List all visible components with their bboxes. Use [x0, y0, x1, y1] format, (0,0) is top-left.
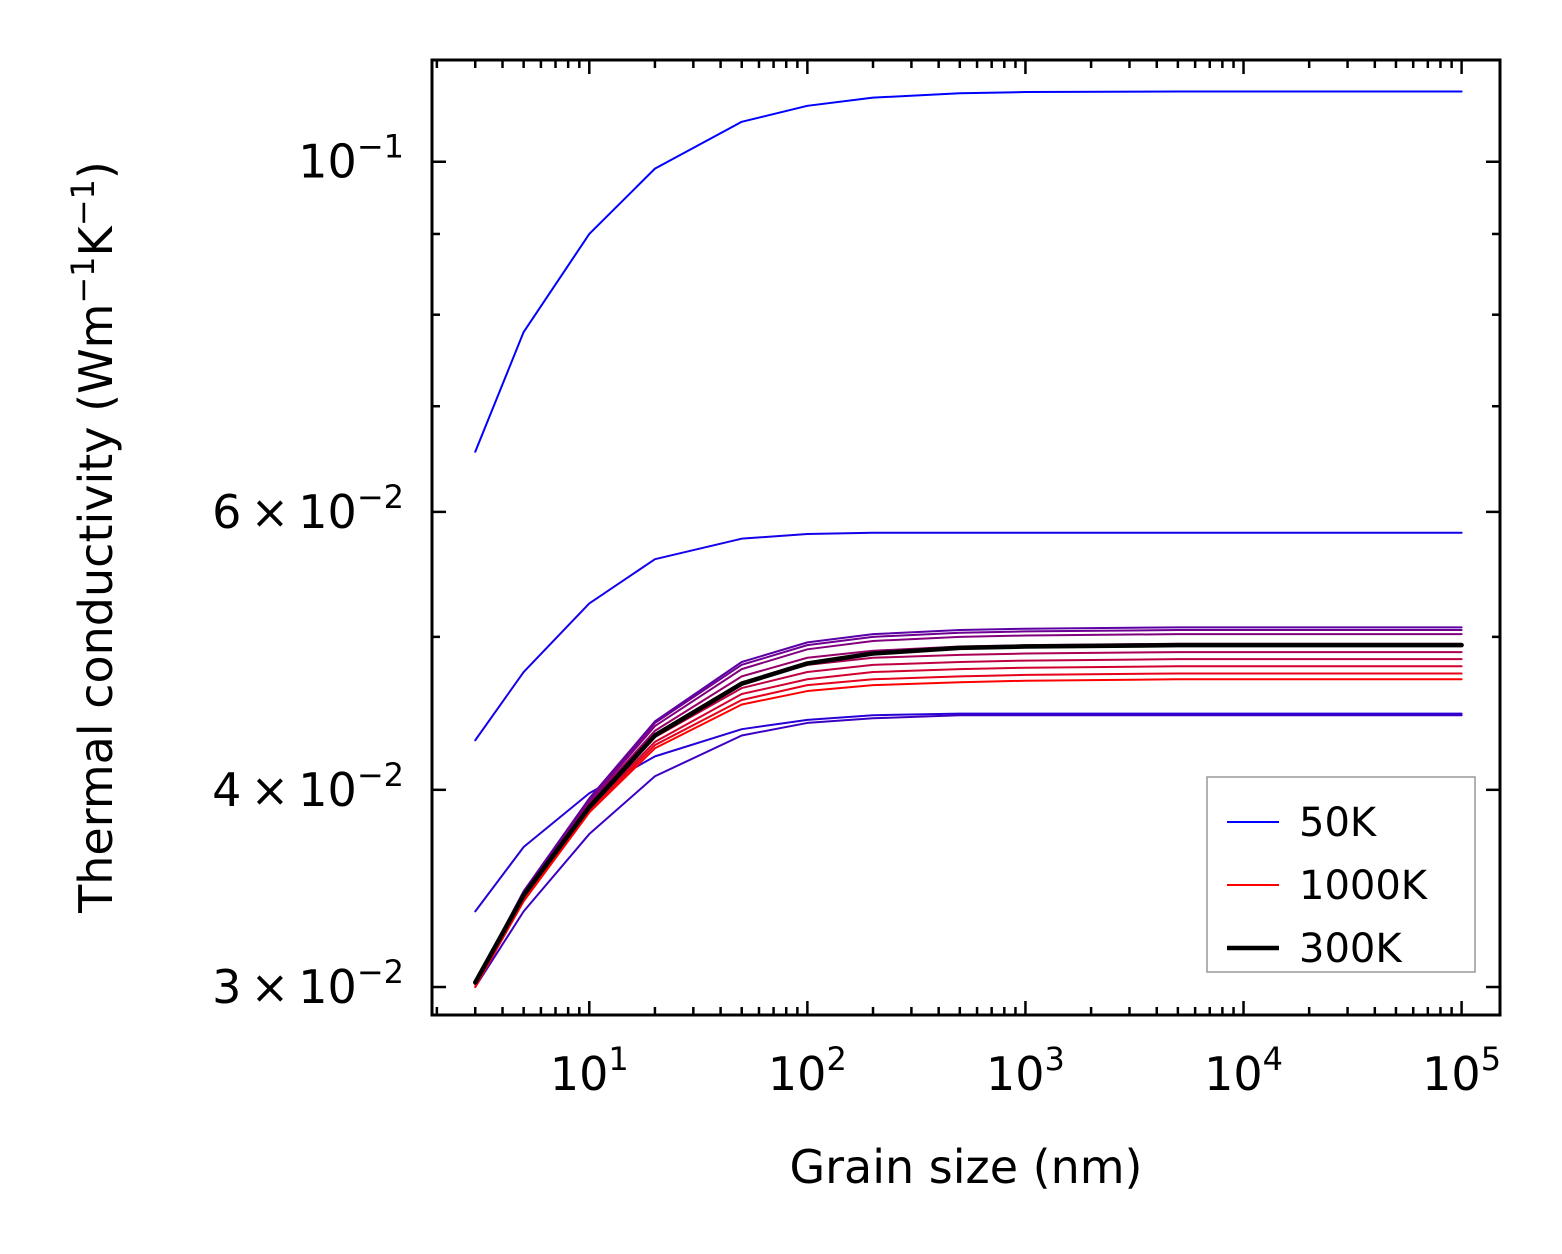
series-line-300K: [473, 642, 1464, 985]
series-line-1000K: [474, 678, 1463, 989]
legend-label-300K: 300K: [1299, 926, 1403, 972]
axes-frame: [430, 58, 1502, 1017]
legend-box: [1206, 776, 1476, 973]
y-label-part-2: K: [69, 224, 123, 256]
x-tick-label: 103: [986, 1040, 1065, 1101]
y-tick-label: 6 × 10−2: [212, 478, 404, 539]
y-label-part-3: −1: [64, 179, 102, 226]
y-tick-label: 4 × 10−2: [212, 756, 404, 817]
y-axis-label: Thermal conductivity (Wm−1K−1): [64, 161, 123, 914]
x-tick-label: 102: [768, 1040, 847, 1101]
y-label-part-1: −1: [64, 256, 102, 303]
series-line-curve-5: [474, 629, 1463, 984]
legend-label-50K: 50K: [1299, 800, 1378, 846]
ticks-layer: 101 102 103 104 105 10−1 6 × 10−2 4 × 10−2 3 × 1…: [212, 60, 1501, 1101]
y-tick-label: 3 × 10−2: [212, 953, 404, 1014]
series-line-curve-3: [474, 714, 1463, 989]
series-line-curve-4: [474, 626, 1463, 984]
series-layer: [473, 90, 1464, 989]
legend: 50K 1000K 300K: [1206, 776, 1476, 973]
series-line-curve-2: [474, 712, 1463, 913]
legend-label-1000K: 1000K: [1299, 863, 1429, 909]
x-axis-label: Grain size (nm): [790, 1140, 1143, 1194]
y-label-part-4: ): [69, 161, 123, 179]
series-line-curve-1: [474, 531, 1463, 742]
series-line-50K: [474, 90, 1463, 453]
y-label-part-0: Thermal conductivity (Wm: [69, 304, 123, 914]
x-tick-label: 105: [1422, 1040, 1501, 1101]
x-tick-label: 104: [1204, 1040, 1283, 1101]
x-tick-label: 101: [550, 1040, 629, 1101]
y-tick-label: 10−1: [298, 128, 404, 189]
